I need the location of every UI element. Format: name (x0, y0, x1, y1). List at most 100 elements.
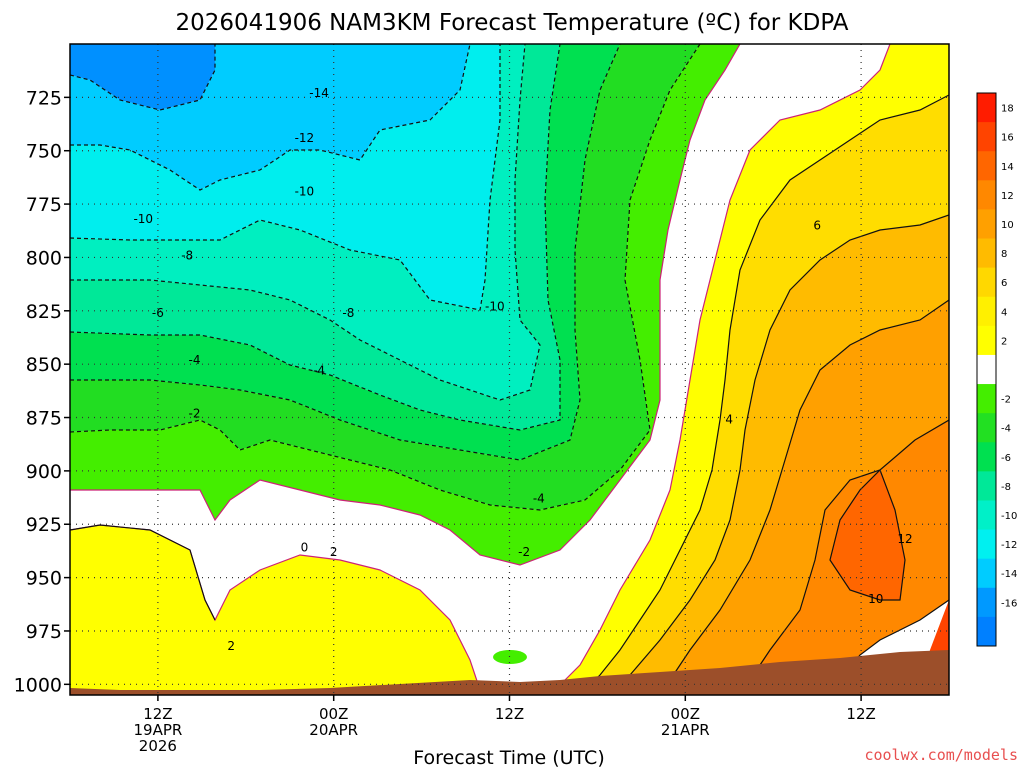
x-tick-label: 19APR (133, 721, 182, 739)
colorbar: 18 16 14 12 10 8 6 4 2 -2 -4 -6 -8 -10 -12 -14 -16 (976, 92, 1017, 647)
colorbar-label: -14 (1001, 569, 1017, 580)
x-tick-label: 00Z (671, 705, 700, 723)
plot-area (70, 44, 949, 695)
contour-label: 2 (227, 639, 235, 653)
contour-label: -14 (309, 86, 329, 100)
colorbar-label: 6 (1001, 278, 1007, 289)
y-axis: 725 750 775 800 825 850 875 900 925 950 975 1000 (14, 87, 70, 696)
colorbar-label: -6 (1001, 453, 1011, 464)
y-tick-label: 975 (26, 621, 62, 643)
colorbar-swatch (977, 122, 996, 152)
colorbar-swatch (977, 93, 996, 123)
colorbar-swatch (977, 413, 996, 443)
contour-label: -4 (189, 353, 201, 367)
contour-label: 2 (330, 545, 338, 559)
y-tick-label: 800 (26, 247, 62, 269)
colorbar-label: 16 (1001, 133, 1014, 144)
contour-label: -2 (518, 545, 530, 559)
region-minus8-to-minus6 (70, 44, 560, 430)
contour-label-group: -14 -12 -10 -10 -8 -6 -8 -10 -4 -4 -2 -4 -2 0 2 2 6 4 12 10 (133, 86, 912, 653)
colorbar-label: 4 (1001, 307, 1007, 318)
y-tick-label: 725 (26, 87, 62, 109)
colorbar-swatch (977, 616, 996, 647)
x-tick-label: 12Z (495, 705, 524, 723)
colorbar-swatch (977, 180, 996, 210)
colorbar-label: 8 (1001, 249, 1007, 260)
contour-label: 6 (813, 218, 821, 232)
colorbar-swatch (977, 296, 996, 327)
y-tick-label: 850 (26, 354, 62, 376)
colorbar-label: -10 (1001, 511, 1017, 522)
contour-label: -6 (152, 306, 164, 320)
colorbar-swatch (977, 354, 996, 385)
region-minus4-to-minus2 (70, 44, 700, 510)
colorbar-label: 12 (1001, 191, 1014, 202)
x-tick-label: 21APR (661, 721, 710, 739)
y-tick-label: 775 (26, 194, 62, 216)
x-axis-title: Forecast Time (UTC) (413, 747, 604, 768)
colorbar-label: -8 (1001, 482, 1011, 493)
y-tick-label: 875 (26, 408, 62, 430)
region-minus6-to-minus4 (70, 44, 620, 460)
y-tick-label: 950 (26, 568, 62, 590)
contour-label: 4 (725, 413, 733, 427)
region-4-to-6 (580, 95, 949, 695)
contour-label: -2 (189, 406, 201, 420)
negative-contours (70, 44, 701, 511)
contour-label: -4 (533, 492, 545, 506)
colorbar-swatch (977, 151, 996, 181)
contour-label: -12 (295, 131, 315, 145)
x-tick-label: 2026 (139, 737, 177, 755)
colorbar-swatch (977, 587, 996, 618)
contour-label: -8 (181, 248, 193, 262)
y-tick-label: 900 (26, 461, 62, 483)
region-6-to-8 (610, 215, 949, 695)
contour-label: -8 (342, 306, 354, 320)
colorbar-swatch (977, 442, 996, 472)
colorbar-swatch (977, 209, 996, 239)
colorbar-swatch (977, 529, 996, 560)
colorbar-border (976, 92, 997, 647)
colorbar-swatch (977, 325, 996, 356)
contour-label: -4 (313, 364, 325, 378)
colorbar-swatch (977, 384, 996, 414)
grid-lines (70, 44, 949, 695)
region-below-minus14 (70, 44, 215, 110)
region-minus12-to-minus10 (70, 44, 500, 310)
region-0-to-2 (70, 44, 890, 690)
chart-title: 2026041906 NAM3KM Forecast Temperature (… (176, 10, 849, 36)
region-minus14-to-minus12 (70, 44, 470, 190)
y-tick-label: 1000 (14, 674, 62, 696)
colorbar-swatch (977, 500, 996, 530)
region-8-to-10 (660, 300, 949, 695)
colorbar-label: 14 (1001, 162, 1014, 173)
y-tick-label: 925 (26, 514, 62, 536)
contour-label: -10 (485, 300, 505, 314)
colorbar-label: 10 (1001, 220, 1014, 231)
contour-label: -10 (295, 184, 315, 198)
y-tick-label: 750 (26, 141, 62, 163)
region-minus10-to-minus8 (70, 44, 540, 400)
contour-label: 10 (868, 592, 883, 606)
colorbar-swatch (977, 267, 996, 298)
x-tick-label: 12Z (143, 705, 172, 723)
source-credit[interactable]: coolwx.com/models (864, 746, 1018, 764)
positive-contours (70, 94, 949, 695)
terrain (70, 650, 949, 695)
x-tick-label: 12Z (846, 705, 875, 723)
contour-label: 0 (301, 541, 309, 555)
x-tick-label: 00Z (319, 705, 348, 723)
colorbar-swatch (977, 558, 996, 589)
region-2-to-4 (70, 44, 949, 695)
contour-label: -10 (133, 212, 153, 226)
x-tick-label: 20APR (309, 721, 358, 739)
region-12-to-14 (830, 470, 905, 600)
y-tick-label: 825 (26, 301, 62, 323)
colorbar-label: -12 (1001, 540, 1017, 551)
colorbar-swatch (977, 471, 996, 501)
colorbar-swatch (977, 238, 996, 269)
contour-label: 12 (897, 532, 912, 546)
colorbar-label: -2 (1001, 395, 1011, 406)
region-minus2-to-0 (70, 44, 740, 565)
